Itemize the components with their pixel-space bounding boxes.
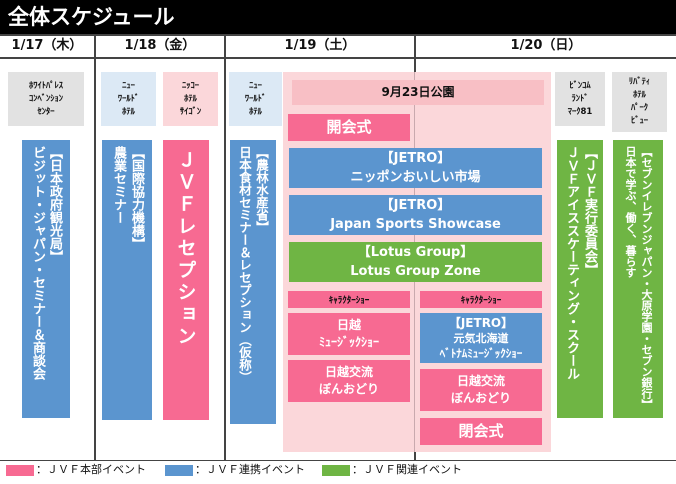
venue-new-world-hotel-0119: ﾆｭｰ ﾜｰﾙﾄﾞ ﾎﾃﾙ bbox=[229, 72, 282, 126]
day-header-bottom-line bbox=[0, 57, 676, 59]
event-nichietsu-musical-show: 日越 ﾐｭｰｼﾞｯｸｼｮｰ bbox=[288, 313, 410, 355]
event-character-show-0120: ｷｬﾗｸﾀｰｼｮｰ bbox=[420, 291, 542, 308]
legend-swatch-jvf-partner bbox=[165, 465, 193, 476]
legend-label-jvf-related: ：ＪＶＦ関連イベント bbox=[352, 463, 462, 476]
event-lotus-group-zone: 【Lotus Group】 Lotus Group Zone bbox=[289, 242, 542, 282]
day-header-0117: 1/17（木） bbox=[11, 38, 83, 53]
park-venue-label: 9月23日公園 bbox=[292, 80, 544, 105]
event-jetro-sports-showcase: 【JETRO】 Japan Sports Showcase bbox=[289, 195, 542, 235]
legend-top-line bbox=[0, 460, 676, 461]
venue-new-world-hotel-0118: ﾆｭｰ ﾜｰﾙﾄﾞ ﾎﾃﾙ bbox=[101, 72, 156, 126]
page-title: 全体スケジュール bbox=[0, 0, 676, 34]
event-visit-japan-seminar: 【日本政府観光局】 ビジット・ジャパン・セミナー＆商談会 bbox=[22, 140, 70, 418]
event-opening-ceremony: 開会式 bbox=[288, 114, 410, 141]
event-seven-eleven-study-work-live: 【セブンイレブンジャパン・大原学園・セブン銀行】 日本で学ぶ、働く、暮らす bbox=[613, 140, 663, 418]
legend-label-jvf-partner: ：ＪＶＦ連携イベント bbox=[195, 463, 305, 476]
event-jvf-ice-skating: 【ＪＶＦ実行委員会】 ＪＶＦアイススケーティング・スクール bbox=[557, 140, 603, 418]
event-bon-odori-0119: 日越交流 ぼんおどり bbox=[288, 360, 410, 402]
venue-nikko-hotel-saigon: ﾆｯｺｰ ﾎﾃﾙ ｻｲｺﾞﾝ bbox=[163, 72, 218, 126]
legend-label-jvf-hq: ：ＪＶＦ本部イベント bbox=[36, 463, 146, 476]
venue-white-palace: ﾎﾜｲﾄﾊﾟﾚｽ ｺﾝﾍﾞﾝｼｮﾝ ｾﾝﾀｰ bbox=[8, 72, 84, 126]
legend-swatch-jvf-related bbox=[322, 465, 350, 476]
day-header-0118: 1/18（金） bbox=[124, 38, 196, 53]
event-closing-ceremony: 閉会式 bbox=[420, 418, 542, 445]
column-divider-2 bbox=[224, 36, 226, 460]
day-header-0120: 1/20（日） bbox=[510, 38, 582, 53]
event-character-show-0119: ｷｬﾗｸﾀｰｼｮｰ bbox=[288, 291, 410, 308]
event-jetro-nippon-oishii: 【JETRO】 ニッポンおいしい市場 bbox=[289, 148, 542, 188]
event-japan-food-seminar: 【農林水産省】 日本食材セミナー＆レセプション（仮称） bbox=[230, 140, 276, 424]
day-header-0119: 1/19（土） bbox=[284, 38, 356, 53]
event-jvf-reception: ＪＶＦレセプション bbox=[163, 140, 209, 420]
day-header-top-line bbox=[0, 34, 676, 36]
event-jetro-hokkaido-musical: 【JETRO】 元気北海道 ﾍﾞﾄﾅﾑﾐｭｰｼﾞｯｸｼｮｰ bbox=[420, 313, 542, 363]
venue-liberty-hotel: ﾘﾊﾞﾃｨ ﾎﾃﾙ ﾊﾟｰｸ ﾋﾞｭｰ bbox=[612, 72, 667, 132]
event-agri-seminar: 【国際協力機構】 農業セミナー bbox=[102, 140, 152, 420]
legend-swatch-jvf-hq bbox=[6, 465, 34, 476]
event-bon-odori-0120: 日越交流 ぼんおどり bbox=[420, 369, 542, 411]
venue-bitexco-landmark81: ﾋﾞﾝｺﾑ ﾗﾝﾄﾞ ﾏｰｸ81 bbox=[555, 72, 605, 126]
column-divider-1 bbox=[94, 36, 96, 460]
